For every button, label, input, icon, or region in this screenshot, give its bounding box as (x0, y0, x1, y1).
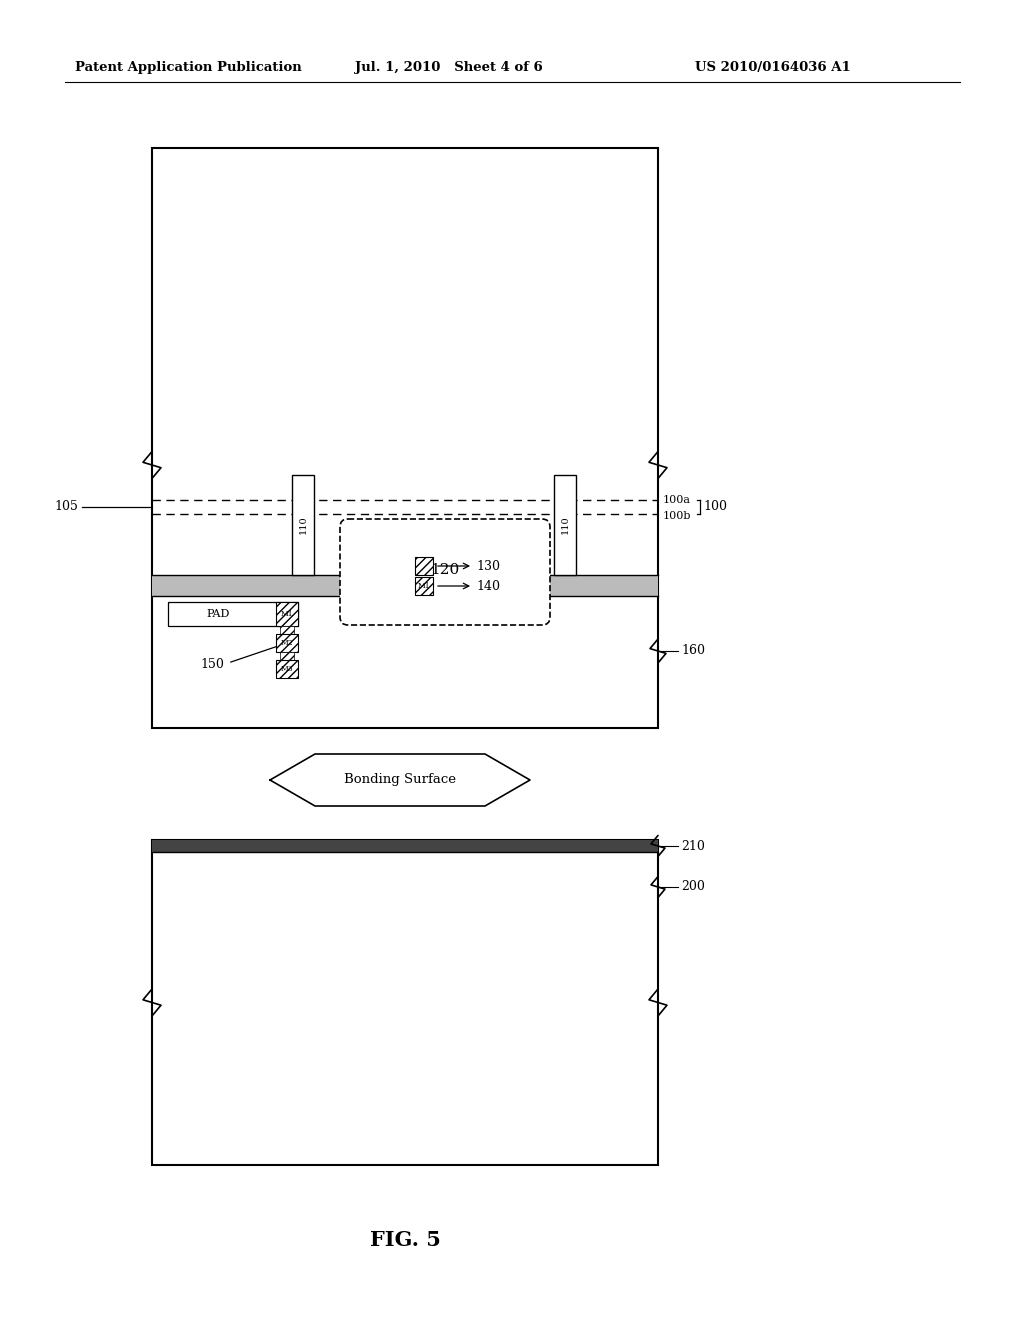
Text: 200: 200 (681, 880, 705, 894)
Text: 160: 160 (681, 644, 705, 657)
Text: 105: 105 (54, 500, 78, 513)
Bar (415, 577, 433, 595)
Bar (415, 557, 433, 576)
Text: 110: 110 (560, 516, 569, 535)
Bar (152, 576, 658, 597)
Polygon shape (270, 754, 530, 807)
Text: 130: 130 (476, 560, 500, 573)
Bar (276, 660, 298, 678)
Bar (292, 475, 314, 576)
Text: M1: M1 (418, 582, 430, 590)
Text: PAD: PAD (206, 609, 229, 619)
Text: Patent Application Publication: Patent Application Publication (75, 62, 302, 74)
Text: 100: 100 (703, 500, 727, 513)
Bar (281, 626, 294, 634)
Bar (554, 475, 575, 576)
Bar (276, 634, 298, 652)
Text: 140: 140 (476, 579, 500, 593)
Text: US 2010/0164036 A1: US 2010/0164036 A1 (695, 62, 851, 74)
Text: 120: 120 (430, 564, 460, 577)
Text: FIG. 5: FIG. 5 (370, 1230, 440, 1250)
Bar (168, 602, 298, 626)
Text: 110: 110 (299, 516, 307, 535)
Text: Bonding Surface: Bonding Surface (344, 774, 456, 787)
Bar (276, 602, 298, 626)
Bar (152, 840, 658, 1166)
Text: 100a: 100a (663, 495, 691, 506)
Text: 210: 210 (681, 840, 705, 853)
Text: M3: M3 (281, 665, 293, 673)
Bar (152, 148, 658, 729)
Bar (152, 840, 658, 851)
Bar (281, 652, 294, 660)
Text: 100b: 100b (663, 511, 691, 521)
Text: M1: M1 (281, 610, 293, 618)
FancyBboxPatch shape (340, 519, 550, 624)
Text: Jul. 1, 2010   Sheet 4 of 6: Jul. 1, 2010 Sheet 4 of 6 (355, 62, 543, 74)
Text: 150: 150 (200, 659, 224, 672)
Text: M2: M2 (281, 639, 293, 647)
